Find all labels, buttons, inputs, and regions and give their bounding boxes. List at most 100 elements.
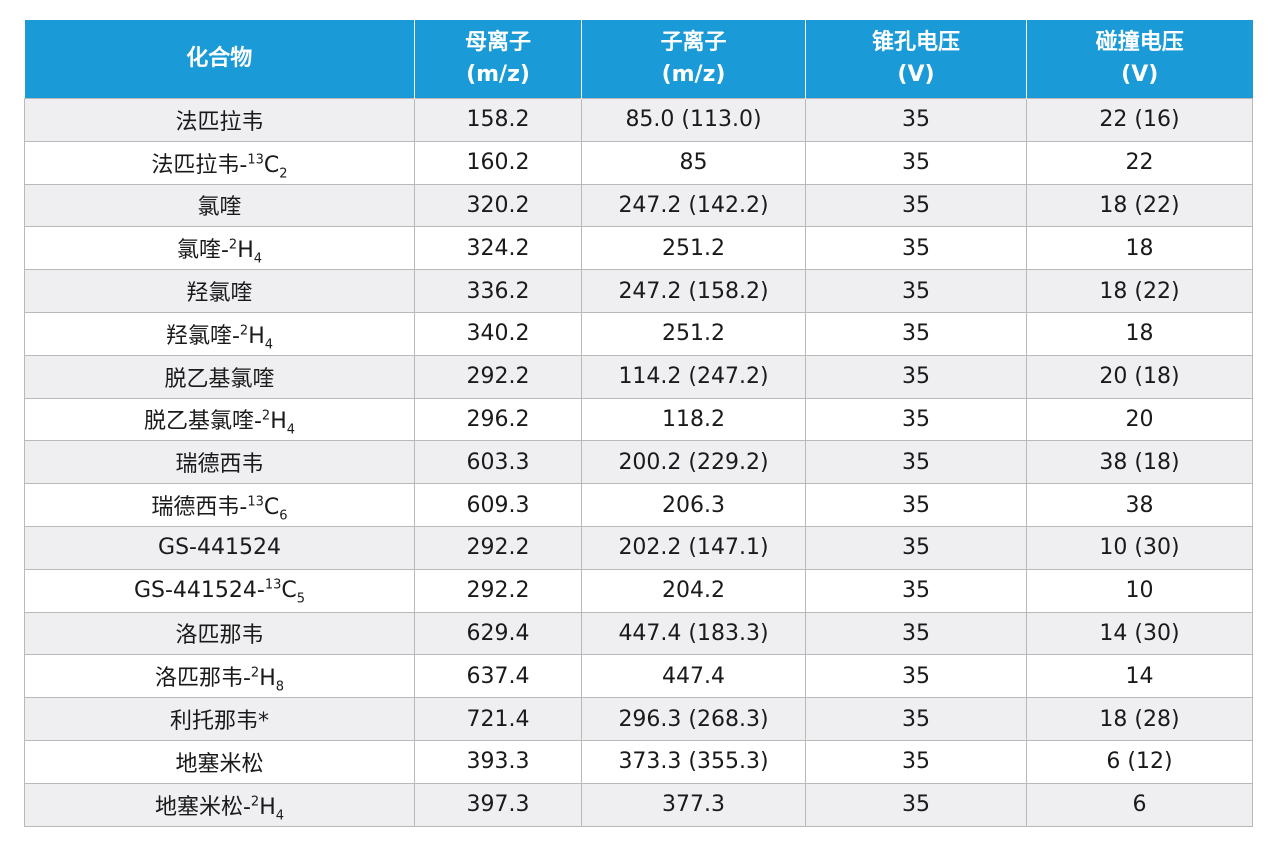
cell-product-ion: 85 bbox=[581, 140, 806, 185]
cell-cone-voltage: 35 bbox=[805, 226, 1027, 271]
cell-compound: 瑞德西韦 bbox=[24, 440, 415, 485]
header-parent-ion-unit: (m/z) bbox=[466, 62, 530, 87]
cell-collision-voltage: 10 (30) bbox=[1026, 525, 1253, 570]
cell-collision-voltage: 38 bbox=[1026, 483, 1253, 527]
header-collision-voltage-unit: (V) bbox=[1121, 62, 1159, 87]
isotope-element: C bbox=[281, 578, 297, 604]
cell-collision-voltage: 18 bbox=[1026, 226, 1253, 271]
isotope-count: 5 bbox=[296, 591, 306, 607]
compound-name: 法匹拉韦- bbox=[151, 152, 248, 178]
cell-collision-voltage: 6 bbox=[1026, 782, 1253, 827]
isotope-element: H bbox=[248, 323, 265, 349]
header-collision-voltage: 碰撞电压 (V) bbox=[1026, 20, 1253, 99]
cell-parent-ion: 292.2 bbox=[414, 354, 582, 399]
cell-compound: 地塞米松 bbox=[24, 739, 415, 784]
cell-collision-voltage: 22 (16) bbox=[1026, 98, 1253, 142]
cell-compound: 地塞米松-2H4 bbox=[24, 782, 415, 827]
isotope-mass-number: 13 bbox=[264, 577, 282, 593]
cell-collision-voltage: 6 (12) bbox=[1026, 739, 1253, 784]
cell-product-ion: 373.3 (355.3) bbox=[581, 739, 806, 784]
cell-collision-voltage: 20 bbox=[1026, 397, 1253, 442]
cell-parent-ion: 320.2 bbox=[414, 183, 582, 228]
cell-cone-voltage: 35 bbox=[805, 140, 1027, 185]
isotope-mass-number: 13 bbox=[247, 494, 264, 510]
header-compound-label: 化合物 bbox=[186, 46, 253, 71]
cell-cone-voltage: 35 bbox=[805, 98, 1027, 142]
header-collision-voltage-label: 碰撞电压 bbox=[1095, 30, 1184, 55]
cell-parent-ion: 609.3 bbox=[414, 483, 582, 527]
table-row: 瑞德西韦-13C6 609.3 206.3 35 38 bbox=[24, 483, 1253, 527]
cell-parent-ion: 637.4 bbox=[414, 654, 582, 699]
cell-parent-ion: 336.2 bbox=[414, 269, 582, 313]
isotope-element: H bbox=[259, 666, 276, 692]
cell-product-ion: 447.4 (183.3) bbox=[581, 611, 806, 656]
compound-name: 瑞德西韦- bbox=[151, 495, 248, 521]
isotope-count: 4 bbox=[253, 251, 263, 267]
isotope-element: C bbox=[263, 495, 280, 521]
table-row: 脱乙基氯喹-2H4 296.2 118.2 35 20 bbox=[24, 397, 1253, 442]
table-row: 地塞米松-2H4 397.3 377.3 35 6 bbox=[24, 782, 1253, 827]
compound-name: 地塞米松 bbox=[175, 751, 264, 777]
isotope-element: H bbox=[237, 238, 254, 264]
cell-compound: 氯喹-2H4 bbox=[24, 226, 415, 271]
cell-collision-voltage: 18 bbox=[1026, 311, 1253, 356]
isotope-count: 4 bbox=[275, 808, 285, 824]
cell-compound: GS-441524 bbox=[24, 525, 415, 570]
cell-compound: 瑞德西韦-13C6 bbox=[24, 483, 415, 527]
compound-name: GS-441524 bbox=[158, 535, 281, 561]
compound-name: 洛匹那韦 bbox=[175, 623, 264, 649]
cell-product-ion: 251.2 bbox=[581, 226, 806, 271]
cell-product-ion: 202.2 (147.1) bbox=[581, 525, 806, 570]
cell-cone-voltage: 35 bbox=[805, 397, 1027, 442]
header-cone-voltage-label: 锥孔电压 bbox=[871, 30, 960, 55]
cell-cone-voltage: 35 bbox=[805, 568, 1027, 613]
cell-cone-voltage: 35 bbox=[805, 739, 1027, 784]
cell-cone-voltage: 35 bbox=[805, 440, 1027, 485]
cell-cone-voltage: 35 bbox=[805, 483, 1027, 527]
compound-name: 氯喹- bbox=[176, 238, 229, 264]
cell-parent-ion: 721.4 bbox=[414, 697, 582, 741]
cell-parent-ion: 292.2 bbox=[414, 525, 582, 570]
isotope-element: H bbox=[270, 409, 287, 435]
compound-name: 洛匹那韦- bbox=[154, 666, 251, 692]
cell-collision-voltage: 38 (18) bbox=[1026, 440, 1253, 485]
isotope-count: 2 bbox=[279, 166, 288, 182]
isotope-count: 8 bbox=[275, 679, 285, 695]
isotope-mass-number: 2 bbox=[239, 323, 249, 339]
cell-compound: 利托那韦* bbox=[24, 697, 415, 741]
table-row: 羟氯喹-2H4 340.2 251.2 35 18 bbox=[24, 311, 1253, 356]
cell-parent-ion: 629.4 bbox=[414, 611, 582, 656]
cell-compound: 法匹拉韦-13C2 bbox=[24, 140, 415, 185]
cell-cone-voltage: 35 bbox=[805, 311, 1027, 356]
compound-name: 氯喹 bbox=[197, 195, 242, 221]
cell-collision-voltage: 22 bbox=[1026, 140, 1253, 185]
cell-product-ion: 377.3 bbox=[581, 782, 806, 827]
header-product-ion-unit: (m/z) bbox=[661, 62, 726, 87]
cell-collision-voltage: 18 (22) bbox=[1026, 269, 1253, 313]
table-row: 洛匹那韦 629.4 447.4 (183.3) 35 14 (30) bbox=[24, 611, 1253, 656]
isotope-mass-number: 2 bbox=[250, 794, 260, 810]
mrm-parameters-table: 化合物 母离子 (m/z) 子离子 (m/z) 锥孔电压 (V) 碰撞电压 (V… bbox=[24, 20, 1253, 827]
table-row: 法匹拉韦-13C2 160.2 85 35 22 bbox=[24, 140, 1253, 185]
compound-name: 瑞德西韦 bbox=[175, 452, 264, 478]
cell-cone-voltage: 35 bbox=[805, 354, 1027, 399]
table-row: 氯喹 320.2 247.2 (142.2) 35 18 (22) bbox=[24, 183, 1253, 228]
cell-parent-ion: 603.3 bbox=[414, 440, 582, 485]
header-compound: 化合物 bbox=[24, 20, 415, 99]
cell-cone-voltage: 35 bbox=[805, 183, 1027, 228]
cell-product-ion: 206.3 bbox=[581, 483, 806, 527]
cell-product-ion: 204.2 bbox=[581, 568, 806, 613]
table-row: 利托那韦* 721.4 296.3 (268.3) 35 18 (28) bbox=[24, 697, 1253, 741]
table-row: GS-441524-13C5 292.2 204.2 35 10 bbox=[24, 568, 1253, 613]
cell-product-ion: 247.2 (158.2) bbox=[581, 269, 806, 313]
cell-cone-voltage: 35 bbox=[805, 611, 1027, 656]
cell-compound: 洛匹那韦-2H8 bbox=[24, 654, 415, 699]
cell-compound: GS-441524-13C5 bbox=[24, 568, 415, 613]
cell-parent-ion: 296.2 bbox=[414, 397, 582, 442]
header-parent-ion: 母离子 (m/z) bbox=[414, 20, 582, 99]
cell-product-ion: 251.2 bbox=[581, 311, 806, 356]
table-row: 脱乙基氯喹 292.2 114.2 (247.2) 35 20 (18) bbox=[24, 354, 1253, 399]
compound-name: 脱乙基氯喹 bbox=[164, 366, 275, 392]
cell-cone-voltage: 35 bbox=[805, 697, 1027, 741]
cell-collision-voltage: 14 bbox=[1026, 654, 1253, 699]
